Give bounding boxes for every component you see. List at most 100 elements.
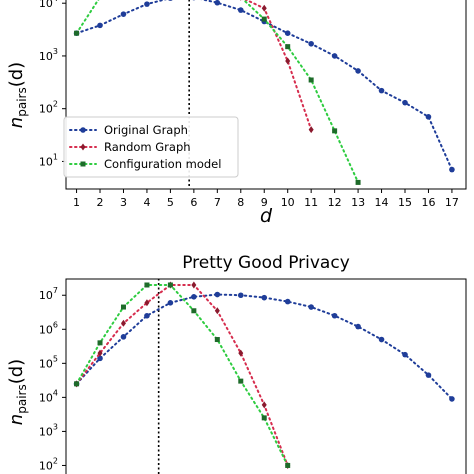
top-chart: 1011021031041234567891011121314151617 d … [6,0,467,227]
y-tick-label: 106 [39,320,58,336]
data-point [120,334,127,340]
x-tick-label: 3 [120,196,127,209]
x-tick-label: 9 [261,196,268,209]
data-point [191,281,197,289]
data-point [214,337,220,343]
y-tick-label: 101 [39,152,58,168]
legend-marker-square [80,161,86,167]
data-point [167,299,174,306]
data-point [425,372,432,378]
legend-entry-configuration: Configuration model [69,157,221,171]
x-tick-label: 15 [398,196,412,209]
y-tick-label: 102 [39,100,58,116]
data-point [120,11,127,17]
bottom-chart-title: Pretty Good Privacy [182,253,350,273]
data-point [308,126,314,134]
top-y-axis-label: npairs(d) [6,62,29,128]
data-point [449,396,455,402]
data-point [74,381,80,387]
bottom-series [73,281,455,469]
y-tick-label: 104 [39,388,58,404]
data-point [402,351,408,358]
y-tick-label: 102 [39,456,58,472]
data-point [261,415,267,421]
data-point [261,401,267,409]
bottom-plot-frame [65,278,467,474]
data-point [144,299,150,307]
data-point [355,179,361,185]
data-point [355,68,361,74]
top-legend: Original Graph Random Graph Configuratio… [63,116,239,178]
x-tick-label: 16 [421,196,435,209]
data-point [261,4,267,12]
y-tick-label: 103 [39,47,58,63]
data-point [332,128,338,134]
data-point [74,30,80,36]
series-line [244,0,313,131]
data-point [120,319,126,327]
x-tick-label: 11 [304,196,318,209]
y-tick-label: 105 [39,354,58,370]
data-point [237,7,244,13]
data-point [237,292,244,299]
data-point [425,114,432,120]
series-line [75,284,289,467]
data-point [331,53,338,59]
data-point [355,323,361,330]
data-point [331,312,338,319]
legend-marker-diamond [80,143,86,151]
data-point [168,0,173,1]
data-point [308,77,314,83]
svg-text:Random Graph: Random Graph [104,140,191,154]
x-tick-label: 2 [97,196,104,209]
series-line [75,0,453,171]
data-point [261,294,268,301]
data-point [402,99,408,106]
data-point [378,87,385,94]
legend-entry-random: Random Graph [69,140,191,154]
data-point [285,57,291,65]
top-x-axis-label: d [260,205,273,227]
bottom-y-axis-label: npairs(d) [6,359,29,425]
x-tick-label: 7 [214,196,221,209]
data-point [308,304,314,310]
data-point [120,304,126,310]
bottom-chart: Pretty Good Privacy 102 103 104 105 106 107 n… [6,253,467,474]
data-point [261,16,267,22]
y-tick-label: 107 [39,286,58,302]
data-point [284,298,291,305]
top-plot-frame [65,0,467,190]
x-tick-label: 1 [73,196,80,209]
legend-marker-circle [80,127,86,133]
x-tick-label: 14 [375,196,389,209]
x-tick-label: 12 [328,196,342,209]
top-ticks: 1011021031041234567891011121314151617 [39,0,459,209]
data-point [97,349,103,357]
legend-entry-original: Original Graph [69,123,188,137]
data-point [238,378,244,384]
x-tick-label: 8 [237,196,244,209]
data-point [240,0,242,1]
x-tick-label: 10 [281,196,295,209]
svg-text:Configuration model: Configuration model [104,157,221,171]
series-line [75,284,289,467]
x-tick-label: 17 [445,196,459,209]
bottom-ticks: 102 103 104 105 106 107 [39,286,66,472]
legend-box [63,116,239,178]
data-point [191,293,197,300]
data-point [191,308,197,314]
data-point [285,462,291,468]
top-series [73,0,455,185]
data-point [97,22,103,29]
y-tick-label: 103 [39,422,58,438]
data-point [378,336,385,343]
series-line [75,293,453,400]
data-point [167,282,173,288]
data-point [144,1,150,7]
data-point [97,355,103,362]
x-tick-label: 4 [143,196,150,209]
data-point [284,30,291,36]
x-tick-label: 6 [190,196,197,209]
series-line [75,0,360,184]
